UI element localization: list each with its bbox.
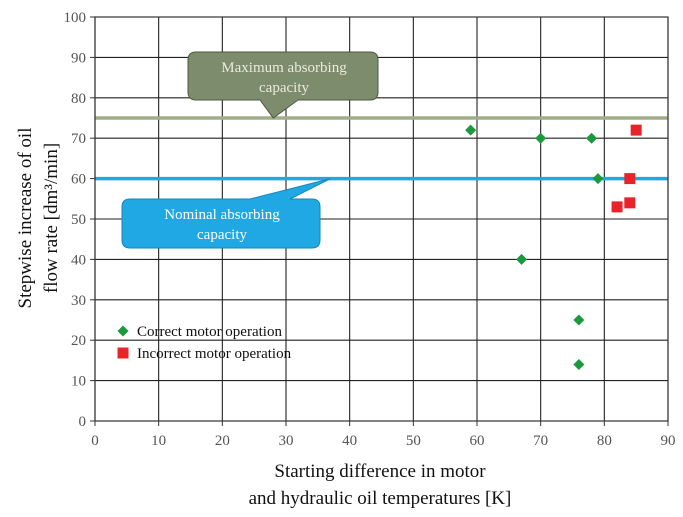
point-incorrect-3 [611,201,623,213]
y-tick-label-60: 60 [71,172,86,188]
point-correct-4 [516,253,528,265]
callout-maximum-line-1: Maximum absorbing [221,60,347,76]
callout-maximum: Maximum absorbing capacity [187,51,379,119]
y-tick-label-10: 10 [71,374,86,390]
x-tick-label-40: 40 [342,433,357,449]
x-tick-label-10: 10 [151,433,166,449]
y-tick-label-50: 50 [71,212,86,228]
legend: Correct motor operation Incorrect motor … [117,324,292,362]
point-correct-6 [573,358,585,370]
callout-nominal-line-1: Nominal absorbing [164,207,280,223]
point-correct-0 [465,124,477,136]
point-incorrect-0 [630,124,642,136]
y-axis-title-line-2: flow rate [dm³/min] [41,143,62,293]
data-points [465,124,642,370]
callout-maximum-shape [187,51,379,119]
x-tick-label-20: 20 [215,433,230,449]
x-tick-label-90: 90 [661,433,676,449]
point-correct-1 [535,132,547,144]
y-tick-label-100: 100 [64,10,87,26]
callout-nominal-line-2: capacity [197,227,247,243]
x-tick-label-80: 80 [597,433,612,449]
x-tick-label-60: 60 [470,433,485,449]
x-tick-labels: 0 10 20 30 40 50 60 70 80 90 [91,421,676,449]
y-tick-label-70: 70 [71,131,86,147]
point-correct-5 [573,314,585,326]
legend-label-correct: Correct motor operation [137,324,282,340]
y-tick-label-0: 0 [79,414,87,430]
x-tick-label-30: 30 [279,433,294,449]
point-incorrect-2 [624,197,636,209]
y-tick-label-30: 30 [71,293,86,309]
callout-nominal-shape [121,178,331,249]
point-correct-3 [592,173,604,185]
x-tick-label-0: 0 [91,433,99,449]
x-axis-title-line-2: and hydraulic oil temperatures [K] [249,488,512,509]
y-tick-label-40: 40 [71,252,86,268]
y-tick-label-20: 20 [71,333,86,349]
y-tick-labels: 0 10 20 30 40 50 60 70 80 90 100 [64,10,95,430]
reference-lines [95,116,668,181]
y-tick-label-90: 90 [71,50,86,66]
x-tick-label-70: 70 [533,433,548,449]
legend-marker-correct [117,325,129,337]
y-tick-label-80: 80 [71,91,86,107]
point-correct-2 [586,132,598,144]
x-tick-label-50: 50 [406,433,421,449]
callout-maximum-line-2: capacity [259,80,309,96]
legend-label-incorrect: Incorrect motor operation [137,346,292,362]
x-axis-title-line-1: Starting difference in motor [274,461,486,482]
y-axis-title-line-1: Stepwise increase of oil [15,128,36,309]
callout-nominal: Nominal absorbing capacity [121,178,331,249]
legend-marker-incorrect [117,347,129,359]
point-incorrect-1 [624,173,636,185]
